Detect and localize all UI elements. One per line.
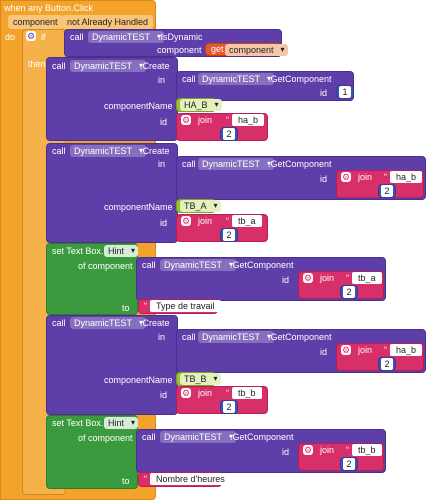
string-value[interactable]: ha_b — [226, 114, 265, 126]
gear-icon[interactable]: ⚙ — [303, 445, 313, 455]
in-label: in — [158, 75, 166, 85]
set-label: set Text Box. — [52, 246, 104, 256]
in-label: in — [158, 159, 166, 169]
join-label: join — [358, 172, 373, 182]
id-label: id — [160, 390, 168, 400]
event-title: when any Button.Click — [4, 3, 94, 13]
call-label: call — [142, 432, 156, 442]
dynamic-dropdown[interactable]: DynamicTEST — [160, 259, 237, 271]
call-label: call — [52, 61, 66, 71]
join-label: join — [358, 345, 373, 355]
if-label: if — [41, 32, 46, 42]
number-value[interactable]: 2 — [343, 458, 355, 470]
number-value[interactable]: 1 — [339, 86, 351, 98]
join-label: join — [198, 388, 213, 398]
number-value[interactable]: 2 — [223, 128, 235, 140]
number-value[interactable]: 2 — [223, 401, 235, 413]
getcomponent-method: .GetComponent — [230, 432, 294, 442]
of-component-label: of component — [78, 433, 133, 443]
create-method: .Create — [140, 146, 170, 156]
join-label: join — [320, 445, 335, 455]
number-value[interactable]: 2 — [381, 358, 393, 370]
component-arg-label: component — [157, 45, 202, 55]
getcomponent-method: .GetComponent — [230, 260, 294, 270]
create-block-2[interactable] — [46, 143, 178, 243]
gear-icon[interactable]: ⚙ — [181, 388, 191, 398]
id-label: id — [320, 174, 328, 184]
create-block-1[interactable] — [46, 57, 178, 141]
text-value[interactable]: TB_B — [180, 373, 221, 385]
string-value[interactable]: tb_b — [226, 387, 262, 399]
id-label: id — [282, 275, 290, 285]
hint-dropdown[interactable]: Hint — [104, 417, 139, 429]
gear-icon[interactable]: ⚙ — [341, 345, 351, 355]
componentname-label: componentName — [104, 101, 173, 111]
call-label: call — [70, 32, 84, 42]
call-label: call — [182, 332, 196, 342]
call-label: call — [142, 260, 156, 270]
call-label: call — [52, 146, 66, 156]
set-label: set Text Box. — [52, 418, 104, 428]
get-label: get — [211, 44, 224, 54]
string-value[interactable]: Nombre d'heures — [144, 473, 231, 485]
componentname-label: componentName — [104, 202, 173, 212]
set-hint-block-1[interactable] — [46, 243, 138, 315]
string-value[interactable]: ha_b — [384, 171, 423, 183]
dynamic-dropdown[interactable]: DynamicTEST — [70, 145, 147, 157]
do-label: do — [5, 32, 16, 42]
call-label: call — [182, 74, 196, 84]
number-value[interactable]: 2 — [223, 229, 235, 241]
join-label: join — [320, 273, 335, 283]
dynamic-dropdown[interactable]: DynamicTEST — [160, 431, 237, 443]
string-value[interactable]: Type de travail — [144, 300, 221, 312]
create-method: .Create — [140, 318, 170, 328]
id-label: id — [160, 117, 168, 127]
id-label: id — [320, 88, 328, 98]
gear-icon[interactable]: ⚙ — [181, 216, 191, 226]
gear-icon[interactable]: ⚙ — [181, 115, 191, 125]
number-value[interactable]: 2 — [343, 286, 355, 298]
dynamic-dropdown[interactable]: DynamicTEST — [198, 331, 275, 343]
text-value[interactable]: TB_A — [180, 200, 221, 212]
id-label: id — [320, 347, 328, 357]
hint-dropdown[interactable]: Hint — [104, 245, 139, 257]
call-label: call — [182, 159, 196, 169]
text-value[interactable]: HA_B — [180, 99, 222, 111]
of-component-label: of component — [78, 261, 133, 271]
dynamic-dropdown[interactable]: DynamicTEST — [198, 158, 275, 170]
string-value[interactable]: ha_b — [384, 344, 423, 356]
then-label: then — [28, 59, 46, 69]
event-param-component[interactable]: component — [8, 15, 63, 29]
getcomponent-method: .GetComponent — [268, 74, 332, 84]
gear-icon[interactable]: ⚙ — [26, 31, 36, 41]
dynamic-dropdown[interactable]: DynamicTEST — [70, 317, 147, 329]
create-method: .Create — [140, 61, 170, 71]
id-label: id — [282, 447, 290, 457]
string-value[interactable]: tb_b — [346, 444, 382, 456]
number-value[interactable]: 2 — [381, 185, 393, 197]
to-label: to — [122, 476, 130, 486]
create-block-3[interactable] — [46, 315, 178, 415]
call-label: call — [52, 318, 66, 328]
join-label: join — [198, 115, 213, 125]
getcomponent-method: .GetComponent — [268, 332, 332, 342]
event-param-not-handled[interactable]: not Already Handled — [62, 15, 154, 29]
componentname-label: componentName — [104, 375, 173, 385]
dynamic-dropdown[interactable]: DynamicTEST — [70, 60, 147, 72]
getcomponent-method: .GetComponent — [268, 159, 332, 169]
component-dropdown[interactable]: component — [225, 44, 288, 56]
in-label: in — [158, 332, 166, 342]
join-label: join — [198, 216, 213, 226]
string-value[interactable]: tb_a — [346, 272, 382, 284]
gear-icon[interactable]: ⚙ — [341, 172, 351, 182]
dynamic-dropdown[interactable]: DynamicTEST — [198, 73, 275, 85]
dynamic-dropdown[interactable]: DynamicTEST — [88, 31, 165, 43]
isdynamic-method: .IsDynamic — [158, 32, 203, 42]
to-label: to — [122, 303, 130, 313]
gear-icon[interactable]: ⚙ — [303, 273, 313, 283]
id-label: id — [160, 218, 168, 228]
string-value[interactable]: tb_a — [226, 215, 262, 227]
